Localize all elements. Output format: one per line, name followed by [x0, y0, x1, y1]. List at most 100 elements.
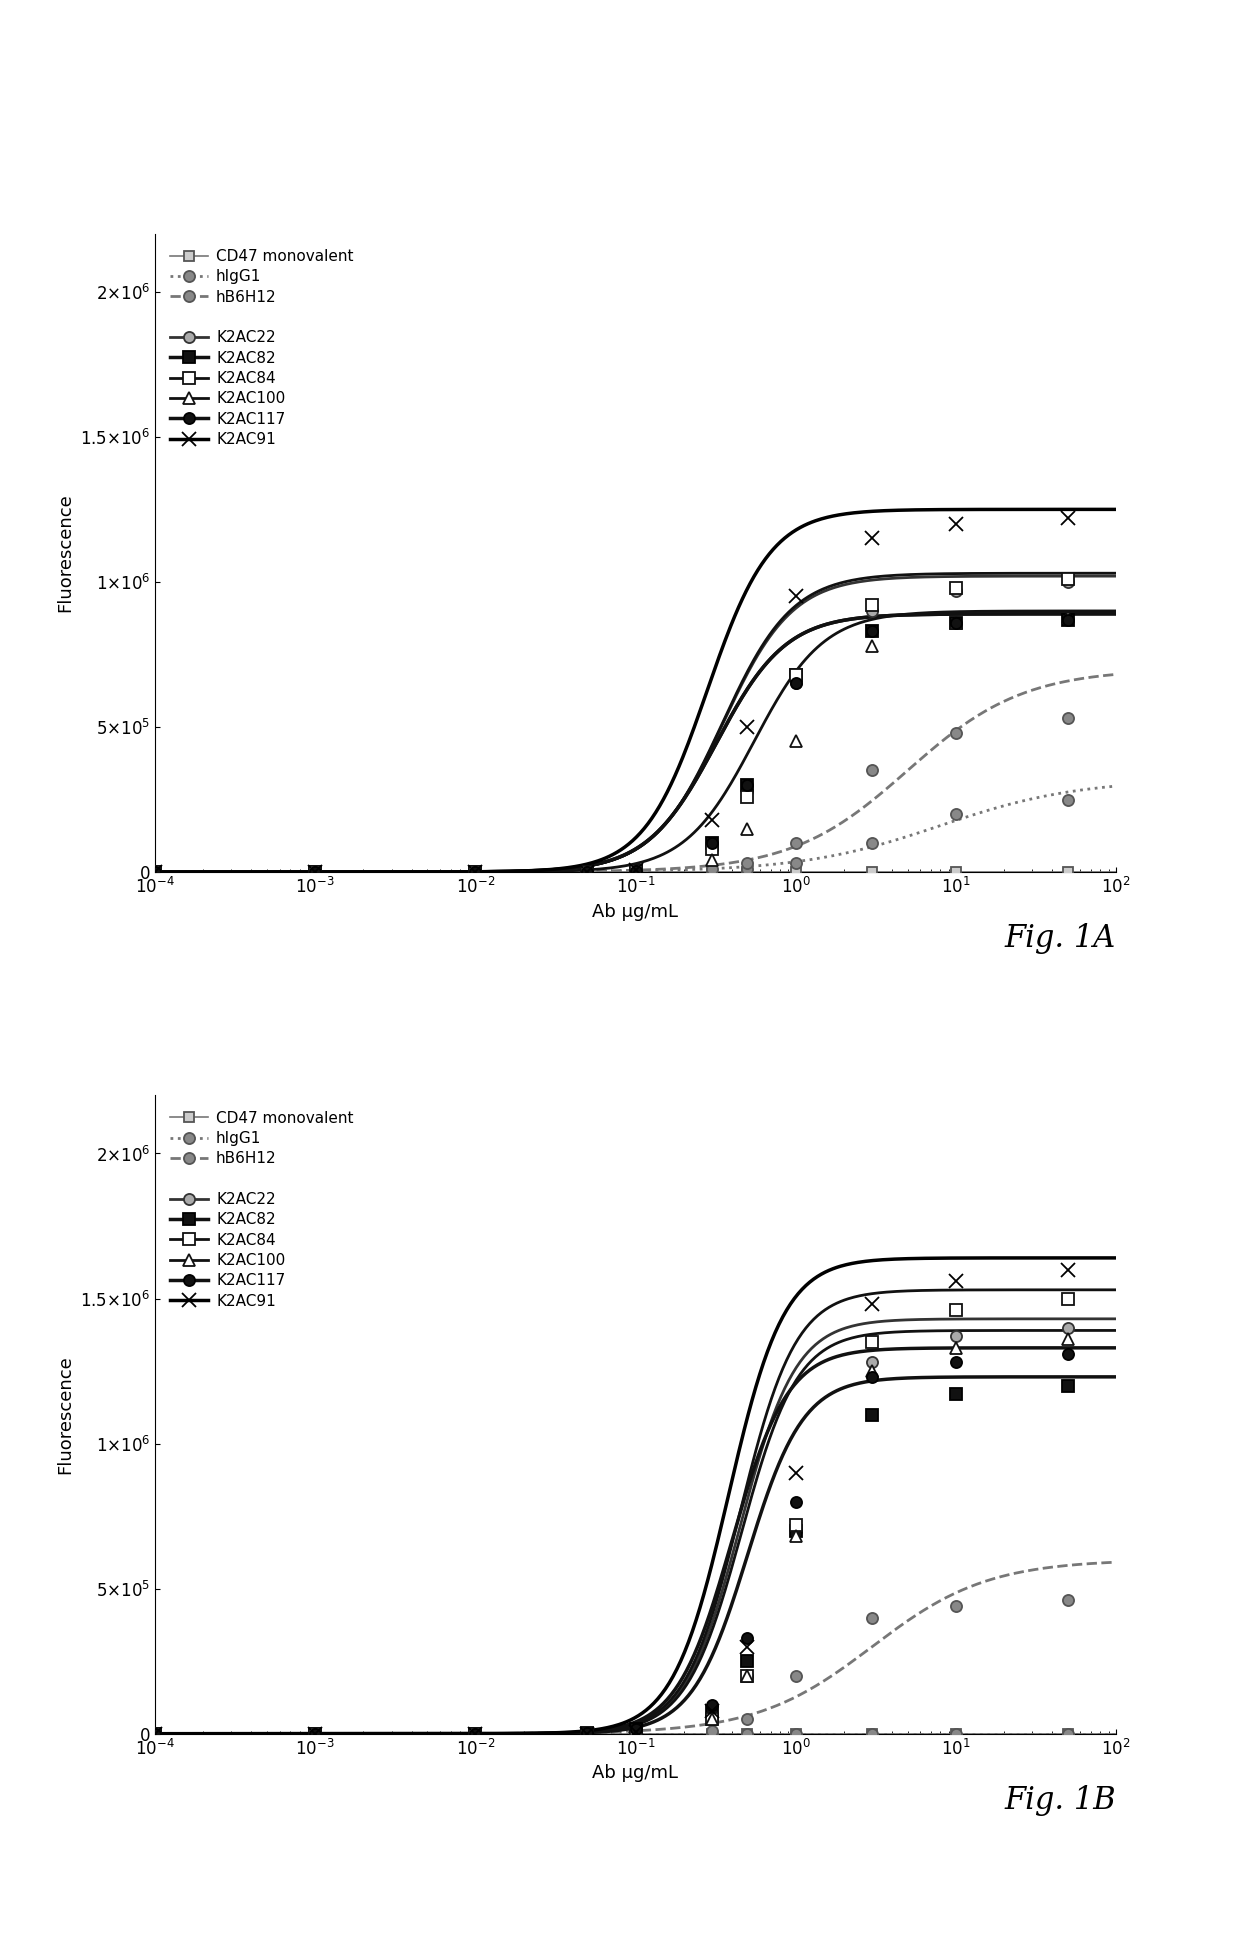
- hIgG1: [949, 1722, 963, 1745]
- hB6H12: [148, 1722, 162, 1745]
- K2AC100: [864, 633, 879, 656]
- K2AC22: [789, 1519, 804, 1543]
- K2AC117: [467, 1722, 482, 1745]
- K2AC91: [148, 1722, 162, 1745]
- K2AC117: [148, 861, 162, 884]
- hB6H12: [1060, 707, 1075, 730]
- CD47 monovalent: [580, 861, 595, 884]
- K2AC84: [148, 861, 162, 884]
- CD47 monovalent: [467, 861, 482, 884]
- hB6H12: [627, 861, 642, 884]
- K2AC91: [740, 1634, 755, 1658]
- K2AC91: [1060, 1258, 1075, 1282]
- K2AC84: [580, 861, 595, 884]
- Line: K2AC117: K2AC117: [150, 1348, 1074, 1740]
- K2AC100: [740, 1664, 755, 1687]
- K2AC22: [864, 600, 879, 623]
- CD47 monovalent: [1060, 861, 1075, 884]
- K2AC91: [949, 512, 963, 536]
- K2AC82: [1060, 608, 1075, 631]
- K2AC82: [740, 773, 755, 797]
- Line: hIgG1: hIgG1: [150, 1728, 1074, 1740]
- hB6H12: [148, 861, 162, 884]
- hB6H12: [580, 861, 595, 884]
- hB6H12: [789, 1664, 804, 1687]
- hIgG1: [1060, 787, 1075, 810]
- K2AC82: [704, 1699, 719, 1722]
- K2AC84: [864, 1330, 879, 1354]
- K2AC82: [789, 662, 804, 686]
- CD47 monovalent: [467, 1722, 482, 1745]
- K2AC82: [789, 1519, 804, 1543]
- K2AC82: [148, 861, 162, 884]
- Line: K2AC117: K2AC117: [150, 614, 1074, 879]
- K2AC82: [308, 861, 322, 884]
- K2AC100: [740, 816, 755, 840]
- hB6H12: [949, 721, 963, 744]
- K2AC84: [467, 1722, 482, 1745]
- K2AC84: [740, 785, 755, 808]
- K2AC117: [789, 1490, 804, 1514]
- Line: hIgG1: hIgG1: [150, 795, 1074, 879]
- CD47 monovalent: [627, 861, 642, 884]
- K2AC82: [740, 1650, 755, 1673]
- K2AC100: [580, 861, 595, 884]
- CD47 monovalent: [580, 1722, 595, 1745]
- hB6H12: [789, 832, 804, 855]
- K2AC117: [740, 1627, 755, 1650]
- K2AC84: [949, 577, 963, 600]
- K2AC117: [704, 1693, 719, 1716]
- hIgG1: [627, 861, 642, 884]
- CD47 monovalent: [789, 861, 804, 884]
- K2AC84: [740, 1664, 755, 1687]
- hB6H12: [864, 1605, 879, 1629]
- K2AC22: [1060, 571, 1075, 594]
- K2AC117: [308, 1722, 322, 1745]
- CD47 monovalent: [949, 1722, 963, 1745]
- K2AC22: [148, 861, 162, 884]
- K2AC84: [864, 594, 879, 618]
- K2AC82: [949, 612, 963, 635]
- Line: hB6H12: hB6H12: [150, 713, 1074, 879]
- K2AC22: [627, 1722, 642, 1745]
- K2AC117: [580, 1722, 595, 1745]
- K2AC117: [864, 619, 879, 643]
- hIgG1: [740, 1722, 755, 1745]
- K2AC117: [704, 832, 719, 855]
- K2AC91: [864, 1293, 879, 1317]
- CD47 monovalent: [864, 861, 879, 884]
- CD47 monovalent: [704, 1722, 719, 1745]
- K2AC117: [949, 612, 963, 635]
- K2AC91: [580, 1722, 595, 1745]
- K2AC22: [740, 1664, 755, 1687]
- CD47 monovalent: [864, 1722, 879, 1745]
- K2AC100: [949, 1336, 963, 1360]
- K2AC100: [580, 1722, 595, 1745]
- hB6H12: [308, 861, 322, 884]
- K2AC84: [308, 861, 322, 884]
- hIgG1: [949, 803, 963, 826]
- K2AC22: [949, 1325, 963, 1348]
- K2AC82: [627, 859, 642, 882]
- hB6H12: [580, 1722, 595, 1745]
- K2AC100: [308, 861, 322, 884]
- K2AC117: [1060, 608, 1075, 631]
- CD47 monovalent: [740, 861, 755, 884]
- K2AC84: [627, 859, 642, 882]
- K2AC117: [949, 1350, 963, 1373]
- K2AC91: [949, 1270, 963, 1293]
- K2AC100: [467, 1722, 482, 1745]
- K2AC84: [949, 1299, 963, 1323]
- hB6H12: [467, 861, 482, 884]
- K2AC82: [580, 861, 595, 884]
- Line: CD47 monovalent: CD47 monovalent: [150, 867, 1073, 877]
- K2AC22: [627, 859, 642, 882]
- K2AC22: [467, 861, 482, 884]
- hB6H12: [949, 1593, 963, 1617]
- K2AC22: [580, 1722, 595, 1745]
- K2AC117: [308, 861, 322, 884]
- X-axis label: Ab μg/mL: Ab μg/mL: [593, 1765, 678, 1782]
- K2AC84: [789, 1514, 804, 1537]
- hB6H12: [1060, 1588, 1075, 1611]
- K2AC91: [580, 861, 595, 884]
